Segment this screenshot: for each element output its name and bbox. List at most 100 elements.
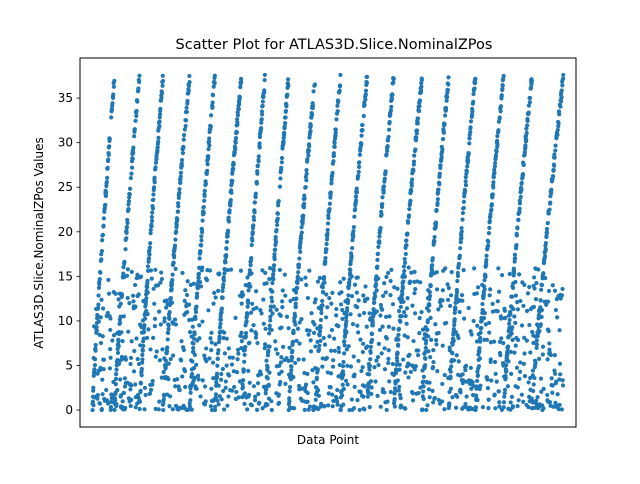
scatter-point: [452, 322, 457, 328]
scatter-point: [442, 122, 447, 127]
scatter-point: [137, 406, 142, 412]
scatter-point: [351, 233, 356, 238]
scatter-point: [317, 275, 322, 281]
scatter-point: [118, 314, 123, 319]
scatter-point: [242, 352, 247, 357]
scatter-point: [95, 305, 101, 311]
scatter-point: [325, 231, 330, 236]
scatter-point: [433, 322, 438, 327]
scatter-point: [235, 113, 240, 118]
scatter-point: [289, 368, 294, 373]
scatter-point: [267, 344, 272, 349]
scatter-point: [178, 358, 184, 363]
scatter-point: [380, 324, 385, 329]
scatter-point: [496, 119, 502, 124]
scatter-point: [405, 231, 410, 236]
scatter-point: [308, 123, 313, 128]
scatter-point: [273, 339, 278, 344]
scatter-point: [363, 97, 368, 102]
scatter-point: [475, 373, 480, 378]
scatter-point: [468, 365, 473, 371]
scatter-point: [497, 404, 502, 409]
scatter-point: [431, 359, 436, 365]
scatter-point: [390, 361, 395, 367]
scatter-point: [287, 389, 292, 394]
scatter-point: [297, 383, 302, 389]
scatter-point: [147, 245, 152, 250]
scatter-point: [557, 402, 562, 408]
scatter-point: [495, 309, 500, 314]
scatter-point: [145, 264, 151, 269]
scatter-point: [258, 308, 263, 313]
scatter-point: [316, 388, 321, 393]
scatter-point: [521, 361, 526, 366]
scatter-point: [526, 405, 531, 410]
scatter-point: [225, 267, 230, 273]
scatter-point: [241, 378, 246, 383]
scatter-point: [130, 293, 136, 298]
scatter-point: [325, 227, 330, 233]
scatter-point: [235, 117, 240, 122]
scatter-point: [260, 406, 265, 411]
scatter-point: [294, 290, 299, 295]
scatter-point: [105, 165, 110, 170]
scatter-point: [473, 76, 478, 81]
scatter-point: [405, 296, 410, 301]
scatter-point: [121, 314, 126, 319]
scatter-point: [295, 285, 300, 291]
scatter-point: [539, 287, 544, 292]
scatter-point: [425, 318, 430, 323]
scatter-point: [501, 73, 506, 79]
scatter-point: [246, 368, 251, 373]
scatter-point: [521, 399, 526, 405]
scatter-point: [249, 242, 254, 248]
scatter-point: [129, 397, 134, 402]
scatter-point: [524, 126, 529, 131]
scatter-point: [530, 329, 535, 335]
scatter-point: [430, 263, 435, 268]
scatter-point: [421, 384, 426, 389]
scatter-point: [412, 279, 417, 284]
scatter-point: [311, 330, 317, 335]
scatter-point: [513, 343, 518, 348]
scatter-point: [335, 387, 340, 393]
scatter-point: [223, 379, 228, 384]
scatter-point: [430, 256, 435, 261]
scatter-point: [226, 215, 231, 220]
scatter-point: [524, 137, 529, 142]
scatter-point: [357, 313, 362, 318]
scatter-point: [109, 107, 115, 112]
scatter-point: [207, 136, 212, 141]
scatter-point: [150, 378, 155, 384]
scatter-point: [367, 367, 372, 372]
scatter-point: [304, 178, 309, 183]
scatter-point: [325, 221, 331, 226]
scatter-point: [475, 397, 480, 403]
scatter-point: [294, 296, 299, 301]
y-tick-label: 5: [65, 359, 73, 373]
scatter-point: [302, 201, 307, 206]
scatter-point: [477, 356, 483, 361]
scatter-point: [330, 170, 335, 176]
scatter-point: [278, 313, 283, 318]
scatter-point: [405, 335, 410, 340]
scatter-point: [233, 136, 239, 141]
scatter-point: [216, 288, 221, 293]
scatter-point: [440, 288, 445, 293]
scatter-point: [160, 347, 165, 352]
scatter-point: [256, 154, 261, 159]
scatter-point: [424, 407, 429, 413]
scatter-point: [460, 298, 465, 303]
scatter-point: [240, 292, 246, 298]
scatter-point: [170, 407, 175, 412]
scatter-point: [525, 291, 531, 296]
scatter-point: [293, 304, 298, 310]
scatter-point: [436, 330, 441, 336]
scatter-point: [190, 324, 195, 329]
scatter-point: [553, 143, 558, 148]
scatter-point: [106, 291, 112, 296]
scatter-point: [367, 363, 373, 368]
y-tick-label: 30: [58, 136, 73, 150]
scatter-point: [374, 288, 379, 293]
scatter-point: [278, 379, 283, 385]
